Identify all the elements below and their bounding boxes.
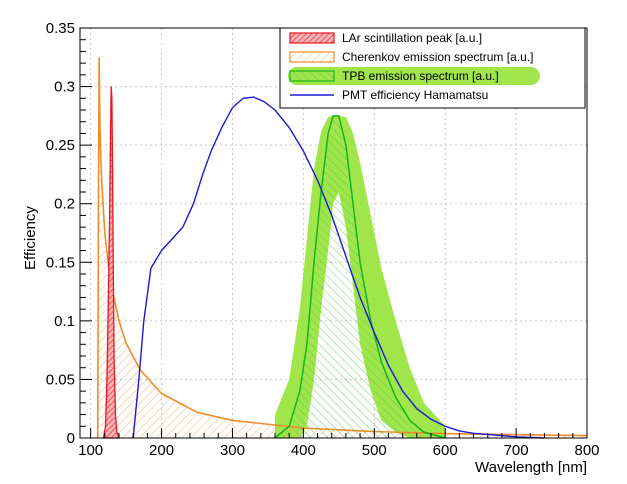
x-tick-label: 300 — [220, 442, 245, 459]
x-tick-label: 700 — [504, 442, 529, 459]
legend-label: LAr scintillation peak [a.u.] — [342, 31, 482, 45]
tpb-line — [274, 115, 446, 439]
y-tick-label: 0.05 — [46, 371, 75, 388]
legend-swatch — [289, 70, 335, 82]
legend-label: TPB emission spectrum [a.u.] — [342, 69, 499, 83]
y-tick-label: 0.3 — [54, 79, 75, 96]
x-tick-label: 500 — [362, 442, 387, 459]
y-tick-label: 0 — [67, 430, 75, 447]
pmt-line — [132, 96, 545, 439]
y-tick-label: 0.1 — [54, 313, 75, 330]
data-layer — [96, 57, 588, 439]
legend-swatch — [289, 51, 335, 63]
y-tick-label: 0.25 — [46, 137, 75, 154]
x-tick-label: 600 — [433, 442, 458, 459]
lar-area — [102, 86, 120, 439]
y-tick-label: 0.15 — [46, 254, 75, 271]
cherenkov-area — [97, 57, 588, 439]
x-tick-label: 200 — [149, 442, 174, 459]
legend-label: PMT efficiency Hamamatsu — [342, 88, 488, 102]
legend-swatch — [289, 32, 335, 44]
x-tick-label: 800 — [574, 442, 599, 459]
legend: LAr scintillation peak [a.u.] Cherenkov e… — [279, 27, 586, 109]
y-axis-title: Efficiency — [22, 206, 39, 270]
x-tick-label: 100 — [78, 442, 103, 459]
y-tick-label: 0.35 — [46, 20, 75, 37]
x-axis-title: Wavelength [nm] — [475, 459, 587, 476]
y-tick-label: 0.2 — [54, 196, 75, 213]
tpb-area — [275, 115, 446, 438]
legend-tpb-highlight — [288, 67, 540, 85]
legend-label: Cherenkov emission spectrum [a.u.] — [342, 50, 533, 64]
x-tick-label: 400 — [291, 442, 316, 459]
